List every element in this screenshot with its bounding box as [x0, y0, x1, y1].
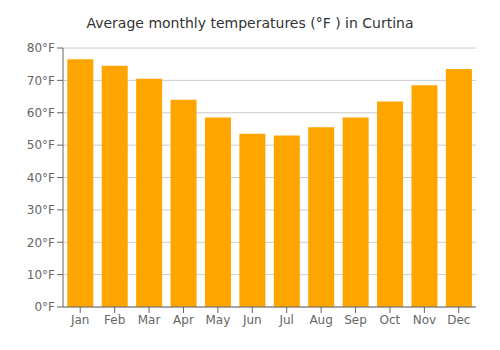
svg-text:60°F: 60°F — [27, 106, 55, 120]
svg-text:30°F: 30°F — [27, 203, 55, 217]
svg-text:Feb: Feb — [104, 313, 125, 327]
svg-text:80°F: 80°F — [27, 41, 55, 55]
svg-text:Sep: Sep — [344, 313, 367, 327]
svg-text:Dec: Dec — [447, 313, 470, 327]
svg-text:Aug: Aug — [309, 313, 332, 327]
svg-text:Jun: Jun — [242, 313, 262, 327]
svg-text:Apr: Apr — [173, 313, 194, 327]
svg-text:50°F: 50°F — [27, 138, 55, 152]
svg-text:Mar: Mar — [138, 313, 161, 327]
svg-text:Jan: Jan — [70, 313, 90, 327]
svg-text:70°F: 70°F — [27, 74, 55, 88]
svg-text:20°F: 20°F — [27, 236, 55, 250]
svg-text:0°F: 0°F — [34, 300, 55, 314]
svg-text:May: May — [205, 313, 230, 327]
html-text:Average monthly temperatures (: Average monthly temperatures (°F ) in Cu… — [86, 15, 414, 31]
svg-text:40°F: 40°F — [27, 171, 55, 185]
svg-text:Jul: Jul — [278, 313, 293, 327]
svg-text:Nov: Nov — [413, 313, 436, 327]
svg-text:10°F: 10°F — [27, 268, 55, 282]
svg-text:Oct: Oct — [380, 313, 401, 327]
